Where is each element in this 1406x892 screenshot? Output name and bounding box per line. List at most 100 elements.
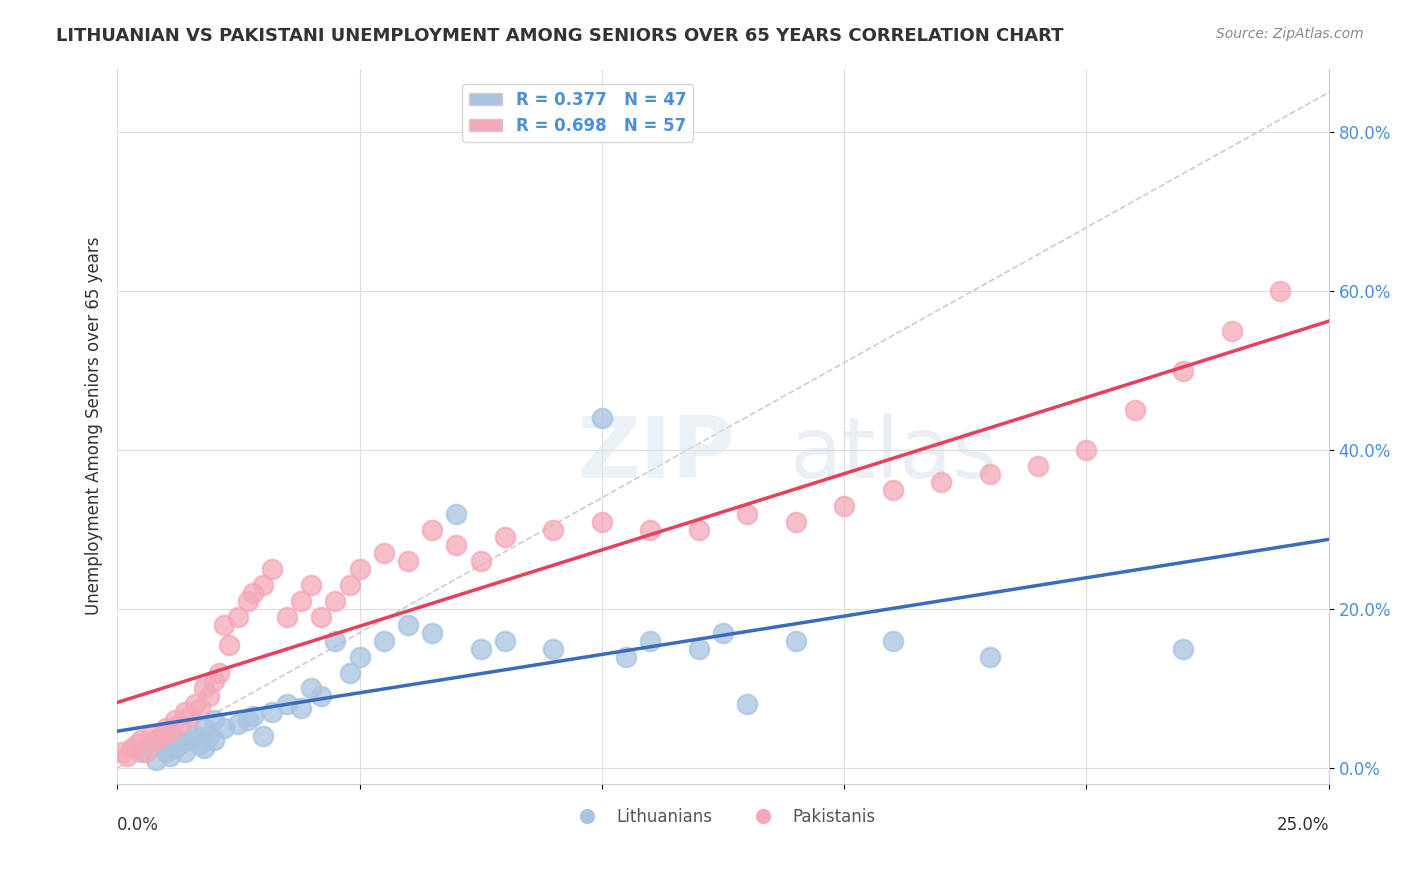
- Point: [145, 753, 167, 767]
- Point: [470, 641, 492, 656]
- Point: [155, 721, 177, 735]
- Point: [614, 649, 637, 664]
- Point: [183, 729, 205, 743]
- Point: [309, 690, 332, 704]
- Point: [188, 737, 211, 751]
- Point: [1173, 641, 1195, 656]
- Point: [339, 665, 361, 680]
- Point: [591, 515, 613, 529]
- Point: [735, 698, 758, 712]
- Point: [309, 610, 332, 624]
- Point: [640, 523, 662, 537]
- Point: [323, 633, 346, 648]
- Point: [149, 729, 172, 743]
- Point: [640, 633, 662, 648]
- Point: [1173, 363, 1195, 377]
- Point: [396, 618, 419, 632]
- Point: [262, 706, 284, 720]
- Point: [1076, 443, 1098, 458]
- Point: [165, 741, 187, 756]
- Point: [236, 713, 259, 727]
- Point: [446, 507, 468, 521]
- Text: 25.0%: 25.0%: [1277, 815, 1329, 834]
- Point: [276, 610, 298, 624]
- Point: [299, 578, 322, 592]
- Text: LITHUANIAN VS PAKISTANI UNEMPLOYMENT AMONG SENIORS OVER 65 YEARS CORRELATION CHA: LITHUANIAN VS PAKISTANI UNEMPLOYMENT AMO…: [56, 27, 1064, 45]
- Text: 0.0%: 0.0%: [117, 815, 159, 834]
- Point: [179, 709, 201, 723]
- Point: [202, 673, 225, 688]
- Text: atlas: atlas: [790, 413, 998, 496]
- Point: [373, 546, 395, 560]
- Point: [979, 649, 1001, 664]
- Point: [339, 578, 361, 592]
- Point: [882, 483, 904, 497]
- Point: [979, 467, 1001, 481]
- Point: [115, 749, 138, 764]
- Point: [159, 749, 181, 764]
- Point: [135, 745, 157, 759]
- Point: [543, 641, 565, 656]
- Point: [1123, 403, 1146, 417]
- Point: [832, 499, 855, 513]
- Point: [159, 725, 181, 739]
- Point: [349, 649, 371, 664]
- Point: [252, 578, 274, 592]
- Point: [179, 733, 201, 747]
- Point: [299, 681, 322, 696]
- Point: [131, 733, 153, 747]
- Point: [396, 554, 419, 568]
- Point: [711, 625, 734, 640]
- Point: [174, 706, 197, 720]
- Point: [420, 625, 443, 640]
- Point: [785, 633, 807, 648]
- Point: [188, 701, 211, 715]
- Text: ZIP: ZIP: [578, 413, 735, 496]
- Point: [1026, 458, 1049, 473]
- Point: [131, 745, 153, 759]
- Point: [183, 698, 205, 712]
- Y-axis label: Unemployment Among Seniors over 65 years: Unemployment Among Seniors over 65 years: [86, 237, 103, 615]
- Point: [145, 733, 167, 747]
- Point: [929, 475, 952, 489]
- Point: [290, 594, 312, 608]
- Point: [735, 507, 758, 521]
- Point: [262, 562, 284, 576]
- Point: [165, 729, 187, 743]
- Point: [323, 594, 346, 608]
- Point: [174, 745, 197, 759]
- Point: [208, 665, 231, 680]
- Legend: R = 0.377   N = 47, R = 0.698   N = 57: R = 0.377 N = 47, R = 0.698 N = 57: [463, 84, 693, 142]
- Point: [446, 538, 468, 552]
- Point: [242, 586, 264, 600]
- Point: [252, 729, 274, 743]
- Point: [494, 633, 516, 648]
- Point: [202, 713, 225, 727]
- Point: [139, 729, 162, 743]
- Point: [785, 515, 807, 529]
- Point: [193, 721, 215, 735]
- Point: [1270, 284, 1292, 298]
- Point: [193, 681, 215, 696]
- Point: [373, 633, 395, 648]
- Point: [688, 641, 710, 656]
- Point: [125, 737, 148, 751]
- Point: [165, 713, 187, 727]
- Point: [121, 741, 143, 756]
- Point: [198, 690, 221, 704]
- Point: [212, 721, 235, 735]
- Point: [111, 745, 134, 759]
- Point: [882, 633, 904, 648]
- Point: [543, 523, 565, 537]
- Point: [420, 523, 443, 537]
- Text: Source: ZipAtlas.com: Source: ZipAtlas.com: [1216, 27, 1364, 41]
- Point: [591, 411, 613, 425]
- Point: [169, 737, 191, 751]
- Point: [228, 717, 250, 731]
- Point: [198, 729, 221, 743]
- Point: [228, 610, 250, 624]
- Point: [169, 717, 191, 731]
- Point: [202, 733, 225, 747]
- Point: [242, 709, 264, 723]
- Point: [155, 745, 177, 759]
